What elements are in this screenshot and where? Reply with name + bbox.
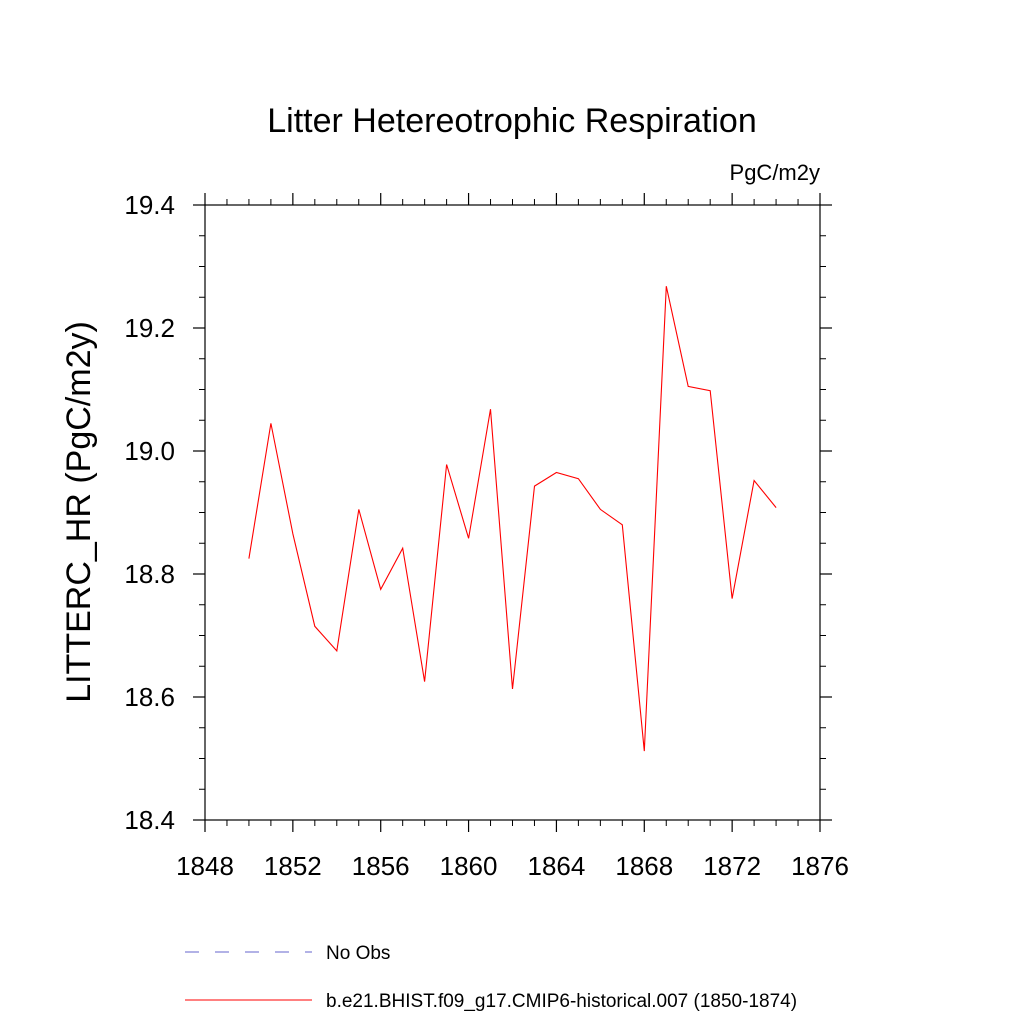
legend-label: No Obs [326, 943, 390, 964]
series-line [248, 286, 777, 752]
x-tick-label: 1872 [703, 851, 761, 881]
chart-title: Litter Hetereotrophic Respiration [267, 102, 756, 140]
x-tick-label: 1860 [440, 851, 498, 881]
x-tick-label: 1848 [176, 851, 234, 881]
x-tick-label: 1868 [615, 851, 673, 881]
x-tick-label: 1876 [791, 851, 849, 881]
x-axis-ticks: 1848 1852 1856 1860 1864 1868 1872 1876 [176, 193, 849, 881]
units-label: PgC/m2y [730, 160, 820, 185]
y-tick-label: 19.2 [124, 313, 175, 343]
y-tick-label: 19.0 [124, 436, 175, 466]
x-tick-label: 1852 [264, 851, 322, 881]
y-tick-label: 19.4 [124, 190, 175, 220]
legend-label: b.e21.BHIST.f09_g17.CMIP6-historical.007… [326, 991, 797, 1012]
series-layer [248, 286, 777, 752]
plot-frame [204, 204, 821, 821]
x-tick-label: 1856 [352, 851, 410, 881]
x-tick-label: 1864 [528, 851, 586, 881]
y-tick-label: 18.4 [124, 805, 175, 835]
y-tick-label: 18.8 [124, 559, 175, 589]
legend: No Obs b.e21.BHIST.f09_g17.CMIP6-historic… [185, 943, 797, 1012]
y-axis-ticks: 18.4 18.6 18.8 19.0 19.2 19.4 [124, 190, 832, 835]
y-axis-label: LITTERC_HR (PgC/m2y) [60, 321, 98, 703]
y-tick-label: 18.6 [124, 682, 175, 712]
